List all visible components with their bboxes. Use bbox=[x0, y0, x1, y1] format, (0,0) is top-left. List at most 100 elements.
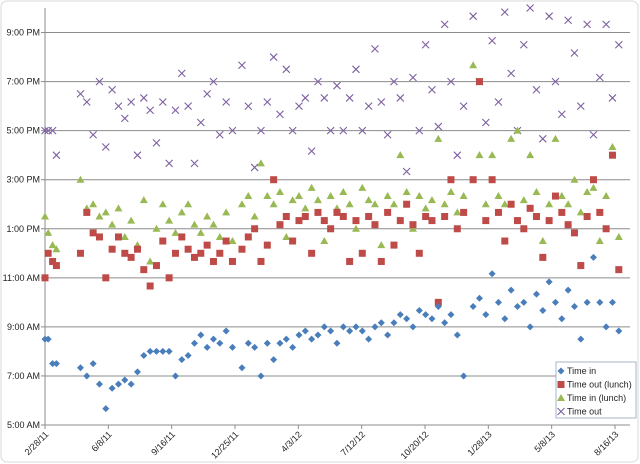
data-point bbox=[244, 233, 252, 241]
data-point bbox=[257, 257, 265, 265]
data-point bbox=[190, 220, 199, 228]
data-point bbox=[583, 298, 591, 306]
data-point bbox=[346, 327, 354, 335]
data-point bbox=[459, 192, 468, 200]
data-point bbox=[52, 360, 60, 368]
data-point bbox=[460, 372, 468, 380]
data-point bbox=[602, 192, 611, 200]
data-point bbox=[440, 200, 449, 208]
data-point bbox=[250, 212, 259, 220]
data-point bbox=[44, 228, 53, 236]
data-point bbox=[551, 134, 560, 142]
data-point bbox=[184, 102, 193, 111]
data-point bbox=[301, 94, 310, 102]
data-point bbox=[390, 77, 398, 86]
data-point bbox=[494, 208, 502, 216]
data-point bbox=[327, 327, 335, 335]
data-point bbox=[288, 126, 297, 135]
data-point bbox=[358, 126, 367, 135]
data-point bbox=[41, 126, 49, 135]
data-point bbox=[441, 319, 449, 327]
data-point bbox=[526, 4, 535, 12]
data-point bbox=[339, 213, 347, 220]
series-time-in bbox=[41, 253, 623, 413]
data-point bbox=[351, 224, 360, 232]
legend-label: Time in bbox=[567, 366, 596, 376]
data-point bbox=[101, 143, 110, 151]
y-tick-label: 1:00 PM bbox=[6, 224, 40, 234]
data-point bbox=[475, 78, 483, 86]
data-point bbox=[320, 94, 329, 102]
gridlines bbox=[45, 32, 630, 377]
data-point bbox=[481, 118, 490, 127]
data-point bbox=[488, 36, 497, 45]
y-tick-label: 3:00 PM bbox=[6, 175, 40, 185]
data-point bbox=[326, 192, 335, 200]
data-point bbox=[301, 204, 310, 212]
data-point bbox=[346, 257, 354, 265]
data-point bbox=[127, 216, 136, 224]
data-point bbox=[469, 176, 477, 184]
data-point bbox=[203, 89, 212, 98]
data-point bbox=[282, 232, 291, 240]
data-point bbox=[345, 94, 354, 102]
data-point bbox=[595, 73, 604, 82]
data-point bbox=[377, 98, 386, 106]
data-point bbox=[190, 253, 198, 261]
data-point bbox=[358, 327, 366, 335]
data-point bbox=[196, 228, 205, 236]
data-point bbox=[114, 233, 122, 241]
data-point bbox=[95, 380, 103, 388]
data-point bbox=[583, 187, 592, 195]
data-point bbox=[415, 192, 424, 200]
data-point bbox=[513, 302, 521, 310]
data-point bbox=[263, 98, 272, 106]
data-point bbox=[327, 225, 335, 233]
data-point bbox=[447, 176, 455, 184]
data-point bbox=[263, 241, 271, 249]
legend-marker bbox=[557, 394, 565, 401]
data-point bbox=[440, 20, 449, 29]
data-point bbox=[215, 232, 224, 240]
data-point bbox=[222, 237, 230, 245]
data-point bbox=[551, 298, 559, 306]
data-point bbox=[184, 200, 193, 208]
data-point bbox=[196, 118, 205, 127]
data-point bbox=[307, 183, 316, 191]
data-point bbox=[49, 360, 57, 368]
data-point bbox=[139, 94, 148, 102]
data-point bbox=[564, 16, 573, 25]
data-point bbox=[244, 339, 252, 347]
data-point bbox=[434, 122, 443, 131]
data-point bbox=[402, 187, 411, 195]
data-point bbox=[608, 143, 617, 150]
data-point bbox=[558, 208, 566, 216]
data-point bbox=[447, 311, 455, 319]
data-point bbox=[120, 232, 129, 240]
data-point bbox=[108, 245, 116, 253]
data-point bbox=[95, 212, 104, 220]
data-point bbox=[228, 257, 236, 265]
data-point bbox=[396, 151, 405, 159]
data-point bbox=[275, 187, 284, 195]
data-point bbox=[203, 241, 211, 249]
data-point bbox=[133, 368, 141, 376]
data-point bbox=[513, 126, 522, 134]
data-points bbox=[41, 4, 623, 413]
data-point bbox=[102, 405, 110, 413]
data-point bbox=[146, 282, 154, 290]
data-point bbox=[257, 372, 265, 380]
data-point bbox=[545, 12, 554, 21]
data-point bbox=[453, 225, 461, 233]
data-point bbox=[469, 302, 477, 310]
data-point bbox=[507, 69, 516, 78]
y-tick-label: 9:00 AM bbox=[7, 322, 40, 332]
data-point bbox=[152, 262, 160, 270]
data-point bbox=[184, 352, 192, 359]
data-point bbox=[447, 77, 455, 86]
data-point bbox=[209, 335, 217, 343]
data-point bbox=[295, 102, 303, 111]
data-point bbox=[314, 331, 322, 339]
data-point bbox=[409, 323, 417, 331]
data-point bbox=[276, 110, 284, 119]
